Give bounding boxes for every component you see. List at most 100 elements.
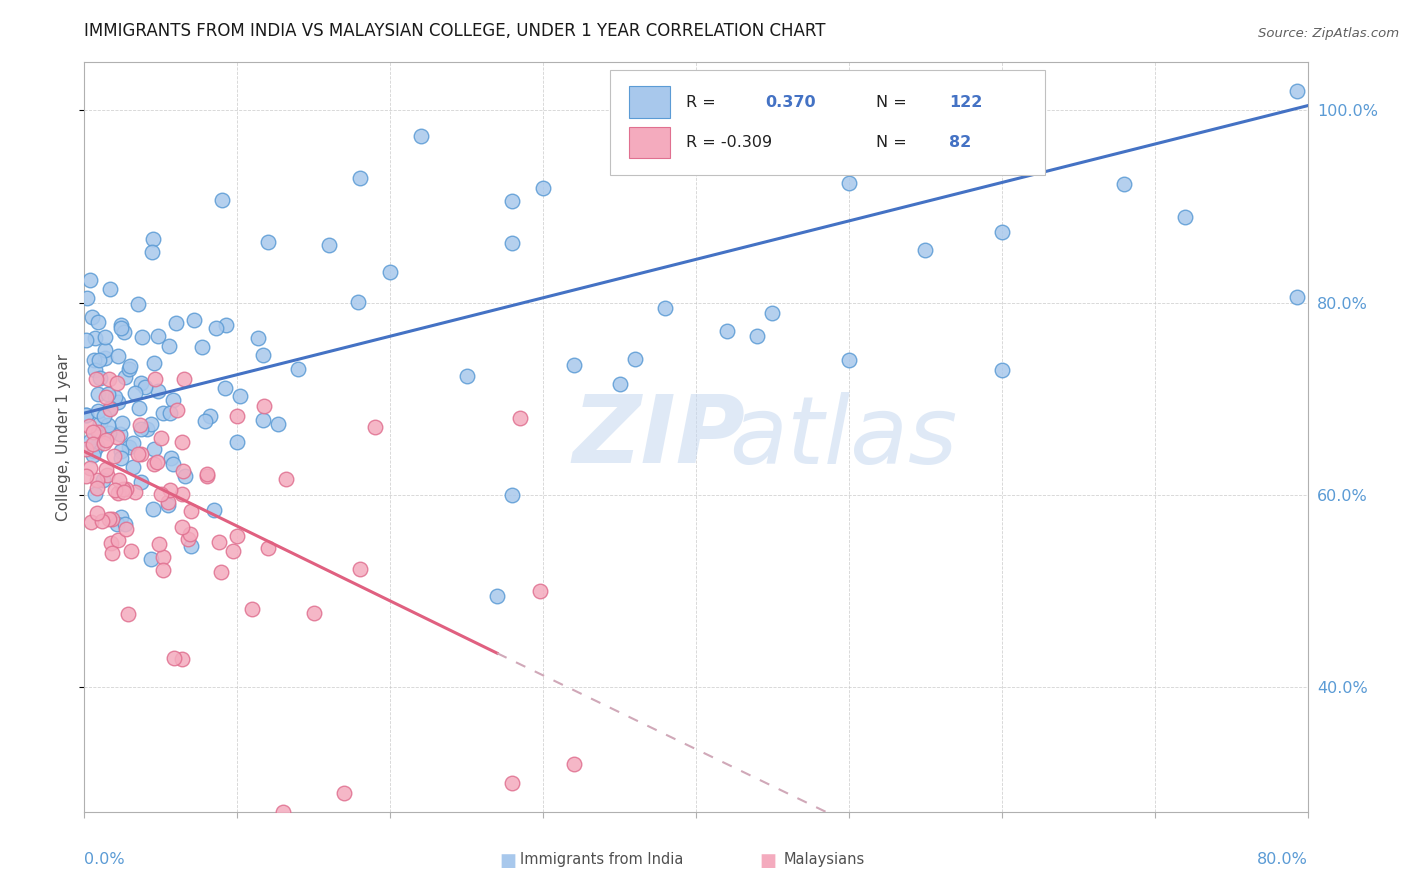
Point: [96, 467, 118, 482]
Point: [838, 177, 860, 191]
Point: [211, 193, 233, 207]
Point: [108, 473, 131, 487]
Point: [115, 522, 138, 536]
Point: [509, 410, 531, 425]
Point: [124, 485, 146, 500]
Point: [84, 331, 107, 345]
Point: [152, 549, 174, 564]
Point: [93, 473, 115, 487]
Point: [75, 408, 97, 422]
Point: [79, 461, 101, 475]
Point: [253, 399, 276, 413]
Point: [84, 372, 107, 386]
Point: [105, 376, 128, 390]
Point: [271, 805, 294, 819]
Point: [716, 324, 738, 338]
Point: [134, 380, 156, 394]
Point: [1114, 177, 1136, 191]
Point: [97, 418, 120, 433]
Point: [98, 282, 121, 296]
Point: [502, 235, 524, 250]
Point: [205, 321, 228, 335]
Point: [222, 544, 245, 558]
Point: [76, 292, 98, 306]
Point: [1174, 210, 1197, 224]
Point: [105, 516, 128, 531]
Point: [141, 417, 163, 432]
Text: Immigrants from India: Immigrants from India: [520, 852, 683, 867]
Text: 82: 82: [949, 135, 972, 150]
Point: [127, 447, 149, 461]
Point: [96, 386, 118, 401]
Point: [157, 498, 180, 512]
Point: [93, 409, 115, 424]
Point: [761, 306, 783, 320]
Point: [86, 506, 108, 520]
Point: [991, 225, 1014, 239]
Point: [129, 376, 152, 390]
Point: [302, 606, 325, 620]
Point: [129, 475, 152, 490]
Text: 0.0%: 0.0%: [84, 852, 125, 867]
Point: [486, 589, 509, 603]
Text: ■: ■: [499, 852, 516, 870]
FancyBboxPatch shape: [628, 87, 671, 118]
Point: [86, 481, 108, 495]
Point: [247, 331, 270, 345]
Point: [83, 444, 105, 458]
Point: [349, 562, 371, 576]
Point: [124, 385, 146, 400]
Point: [152, 564, 174, 578]
Point: [347, 295, 370, 310]
Point: [122, 436, 145, 450]
Point: [86, 439, 108, 453]
FancyBboxPatch shape: [610, 70, 1045, 175]
Point: [100, 536, 122, 550]
Point: [562, 756, 585, 771]
Point: [110, 509, 132, 524]
Point: [318, 238, 340, 252]
Point: [112, 485, 135, 500]
Text: R =: R =: [686, 95, 716, 110]
Point: [274, 472, 297, 486]
Point: [82, 448, 104, 462]
Point: [131, 330, 153, 344]
Point: [118, 440, 141, 454]
Point: [120, 544, 142, 558]
Point: [110, 427, 132, 442]
Point: [75, 409, 97, 423]
Point: [172, 519, 194, 533]
Point: [127, 297, 149, 311]
Point: [142, 232, 165, 246]
Point: [77, 418, 100, 433]
Point: [180, 539, 202, 553]
Point: [456, 368, 478, 383]
Text: atlas: atlas: [728, 392, 957, 483]
Point: [215, 318, 238, 333]
Point: [1285, 84, 1308, 98]
Point: [502, 194, 524, 208]
Point: [159, 483, 181, 497]
Point: [107, 350, 129, 364]
Point: [146, 328, 169, 343]
Point: [75, 333, 97, 347]
Point: [529, 584, 551, 599]
Text: N =: N =: [876, 95, 907, 110]
Point: [107, 395, 129, 409]
Point: [747, 329, 769, 343]
Point: [94, 390, 117, 404]
Point: [79, 273, 101, 287]
Point: [214, 381, 236, 395]
Text: Malaysians: Malaysians: [783, 852, 865, 867]
Text: Source: ZipAtlas.com: Source: ZipAtlas.com: [1258, 27, 1399, 40]
Point: [79, 434, 101, 448]
Point: [143, 442, 166, 457]
Point: [166, 402, 188, 417]
Point: [82, 425, 104, 439]
Point: [914, 243, 936, 257]
Point: [173, 372, 195, 386]
Point: [105, 430, 128, 444]
Point: [170, 487, 193, 501]
Point: [195, 467, 218, 482]
Point: [364, 420, 387, 434]
